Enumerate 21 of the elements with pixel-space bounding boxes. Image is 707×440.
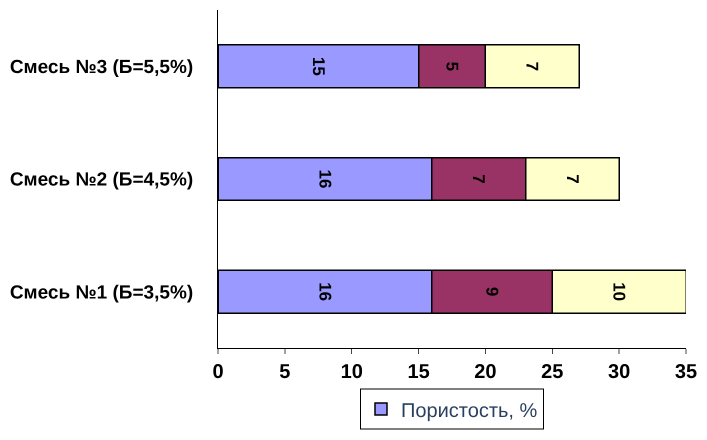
x-tick-label: 25 — [541, 361, 564, 383]
x-tick-label: 20 — [474, 361, 497, 383]
x-tick-label: 15 — [407, 361, 430, 383]
legend-label: Пористость, % — [401, 400, 538, 422]
x-tick-label: 30 — [608, 361, 630, 383]
data-label: 16 — [315, 282, 334, 302]
data-label: 10 — [610, 282, 629, 302]
x-tick-label: 0 — [212, 361, 224, 383]
data-label: 5 — [442, 62, 462, 72]
data-label: 15 — [308, 56, 328, 76]
data-label: 7 — [562, 174, 582, 184]
y-tick-label: Смесь №1 (Б=3,5%) — [10, 282, 194, 304]
y-tick-label: Смесь №3 (Б=5,5%) — [10, 56, 194, 78]
data-label: 7 — [522, 62, 542, 72]
data-label: 16 — [315, 170, 334, 188]
x-tick-label: 10 — [340, 361, 363, 383]
x-tick-label: 35 — [674, 361, 698, 383]
x-tick-label: 5 — [279, 361, 290, 383]
y-tick-label: Смесь №2 (Б=4,5%) — [10, 170, 194, 191]
data-label: 9 — [482, 286, 502, 296]
data-label: 7 — [469, 174, 488, 184]
